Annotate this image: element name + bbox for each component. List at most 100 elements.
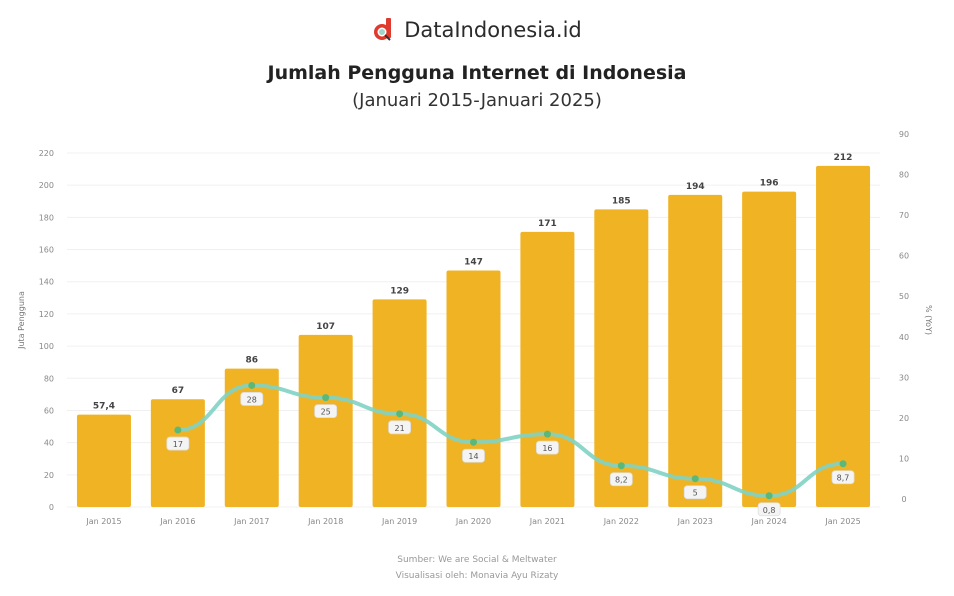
x-tick-label: Jan 2021 xyxy=(529,517,565,526)
bar-value-label: 185 xyxy=(612,196,631,206)
yoy-label: 28 xyxy=(240,392,264,406)
brand-header: DataIndonesia.id xyxy=(0,18,954,47)
yoy-label: 16 xyxy=(536,440,559,455)
x-tick-label: Jan 2025 xyxy=(824,517,860,526)
yoy-label-box xyxy=(388,420,411,435)
yoy-label-box xyxy=(683,485,707,500)
x-tick-label: Jan 2023 xyxy=(677,517,713,526)
y-tick-label: 220 xyxy=(39,149,54,158)
bar xyxy=(298,334,353,507)
bar xyxy=(520,231,575,507)
bar-value-label: 194 xyxy=(686,182,705,192)
x-tick-label: Jan 2017 xyxy=(233,517,269,526)
bar-value-label: 86 xyxy=(246,356,259,366)
yoy-label-box xyxy=(757,502,781,517)
yoy-marker xyxy=(322,394,330,402)
bar-value-label: 57,4 xyxy=(93,402,115,412)
y-right-tick-label: 60 xyxy=(899,252,909,261)
yoy-label: 14 xyxy=(462,448,485,463)
source-line: Sumber: We are Social & Meltwater xyxy=(397,555,557,565)
magnifier-d-logo-icon xyxy=(374,18,392,41)
y-tick-label: 200 xyxy=(39,181,54,190)
yoy-label-text: 5 xyxy=(693,489,698,498)
y-right-tick-label: 70 xyxy=(899,211,909,220)
brand: DataIndonesia.id xyxy=(372,18,582,42)
yoy-marker xyxy=(470,438,477,446)
bar-value-label: 212 xyxy=(834,153,853,163)
x-tick-label: Jan 2015 xyxy=(85,517,121,526)
bar xyxy=(668,194,723,507)
yoy-label-text: 8,2 xyxy=(615,476,628,485)
yoy-marker xyxy=(174,426,182,434)
y-right-tick-label: 50 xyxy=(899,292,909,301)
yoy-label-text: 8,7 xyxy=(837,474,850,483)
yoy-label-text: 25 xyxy=(321,408,331,417)
yoy-label: 21 xyxy=(388,420,411,435)
y-right-tick-label: 90 xyxy=(899,130,909,139)
bar xyxy=(594,209,649,507)
x-tick-label: Jan 2022 xyxy=(603,517,639,526)
yoy-label-text: 14 xyxy=(468,452,478,461)
bar-value-label: 147 xyxy=(464,257,483,267)
bar-value-label: 171 xyxy=(538,219,557,229)
chart-title: Jumlah Pengguna Internet di Indonesia xyxy=(267,62,687,84)
y-tick-label: 40 xyxy=(44,439,54,448)
x-tick-label: Jan 2020 xyxy=(455,517,491,526)
yoy-marker xyxy=(248,381,256,389)
x-tick-label: Jan 2019 xyxy=(381,517,417,526)
y-tick-label: 100 xyxy=(39,342,54,351)
yoy-label: 5 xyxy=(683,485,707,500)
yoy-label-box xyxy=(609,472,633,487)
x-tick-label: Jan 2018 xyxy=(307,517,343,526)
y-tick-label: 180 xyxy=(39,213,54,222)
chart-subtitle: (Januari 2015-Januari 2025) xyxy=(352,90,602,111)
yoy-label-box xyxy=(166,436,190,451)
y-right-axis-title: % (YoY) xyxy=(924,305,933,335)
y-tick-label: 120 xyxy=(39,310,54,319)
bar-value-label: 196 xyxy=(760,179,779,189)
yoy-label-text: 28 xyxy=(247,395,257,404)
bar xyxy=(76,414,131,507)
source-note: Sumber: We are Social & Meltwater Visual… xyxy=(0,552,954,584)
yoy-marker xyxy=(691,475,699,483)
bar xyxy=(446,270,501,507)
bar xyxy=(742,191,797,508)
y-right-tick-label: 20 xyxy=(899,414,909,423)
yoy-label: 8,2 xyxy=(609,472,633,487)
x-tick-label: Jan 2016 xyxy=(159,517,195,526)
bar xyxy=(816,165,871,507)
y-axis-title: Juta Pengguna xyxy=(17,291,26,350)
yoy-marker xyxy=(617,462,625,470)
y-right-tick-label: 40 xyxy=(899,333,909,342)
bar xyxy=(224,368,279,507)
y-tick-label: 140 xyxy=(39,278,54,287)
yoy-marker xyxy=(839,460,847,468)
y-right-tick-label: 30 xyxy=(899,373,909,382)
y-tick-label: 60 xyxy=(44,406,54,415)
yoy-label-box xyxy=(536,440,559,455)
visualization-credit: Visualisasi oleh: Monavia Ayu Rizaty xyxy=(395,571,559,581)
yoy-label: 17 xyxy=(166,436,190,451)
y-tick-label: 20 xyxy=(44,471,54,480)
bar-value-label: 67 xyxy=(172,386,185,396)
yoy-label: 0,8 xyxy=(757,502,781,517)
bar-value-label: 107 xyxy=(316,322,335,332)
yoy-line xyxy=(175,383,846,498)
yoy-label-text: 21 xyxy=(394,424,404,433)
yoy-label-box xyxy=(462,448,485,463)
y-tick-label: 0 xyxy=(49,503,54,512)
yoy-marker xyxy=(765,492,773,500)
bar xyxy=(372,299,427,507)
y-right-tick-label: 0 xyxy=(901,495,906,504)
y-tick-label: 80 xyxy=(44,374,54,383)
yoy-label-text: 16 xyxy=(542,444,552,453)
x-tick-label: Jan 2024 xyxy=(751,517,787,526)
yoy-label: 25 xyxy=(314,404,338,419)
yoy-label-box xyxy=(831,470,855,485)
yoy-marker xyxy=(396,410,404,418)
yoy-label-text: 0,8 xyxy=(763,506,776,515)
brand-name: DataIndonesia.id xyxy=(404,18,582,42)
yoy-label-text: 17 xyxy=(173,440,183,449)
y-right-tick-label: 10 xyxy=(899,454,909,463)
